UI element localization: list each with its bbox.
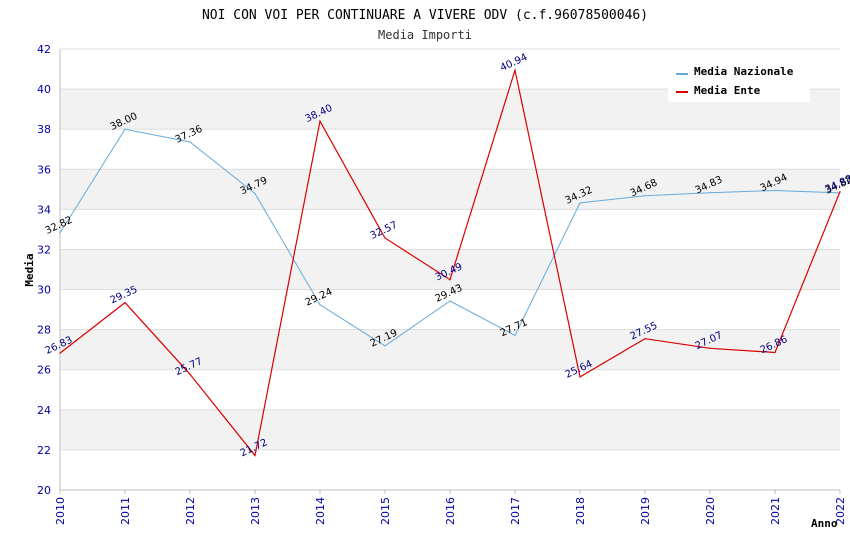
data-point-ente (514, 69, 516, 71)
x-tick-labels: 2010 2011 2012 2013 2014 2015 2016 2017 2018 2019… (54, 497, 847, 525)
y-tick-label: 34 (37, 203, 51, 216)
data-label-ente: 32.57 (369, 220, 400, 242)
data-point-nazionale (774, 189, 776, 192)
x-tick-label: 2010 (54, 497, 67, 525)
grid-band (60, 329, 840, 370)
data-point-ente (59, 352, 61, 354)
y-tick-label: 24 (37, 404, 51, 417)
y-tick-label: 36 (37, 163, 51, 176)
data-point-nazionale (449, 300, 451, 302)
x-tick-label: 2011 (119, 497, 132, 525)
data-point-nazionale (189, 141, 191, 143)
x-tick-label: 2021 (769, 497, 782, 525)
legend: Media Nazionale Media Ente (668, 60, 810, 102)
legend-box (668, 60, 810, 102)
y-tick-labels: 20 22 24 26 28 30 32 34 36 38 40 42 (37, 43, 51, 497)
x-tick-label: 2015 (379, 497, 392, 525)
legend-label-ente: Media Ente (694, 84, 761, 97)
grid-bands (60, 89, 840, 450)
data-point-ente (839, 191, 841, 193)
grid-lines (59, 48, 841, 494)
data-point-nazionale (709, 192, 711, 194)
legend-label-nazionale: Media Nazionale (694, 65, 794, 78)
data-label-nazionale: 32.82 (44, 215, 75, 237)
y-tick-label: 22 (37, 444, 51, 457)
x-tick-label: 2012 (184, 497, 197, 525)
grid-band (60, 249, 840, 290)
y-tick-label: 30 (37, 284, 51, 297)
series-lines (59, 67, 841, 457)
x-tick-label: 2018 (574, 497, 587, 525)
data-point-nazionale (59, 232, 61, 234)
data-point-nazionale (644, 195, 646, 197)
data-point-nazionale (579, 202, 581, 204)
x-tick-label: 2014 (314, 497, 327, 525)
x-axis-title: Anno (811, 517, 838, 530)
data-point-nazionale (124, 128, 126, 130)
data-point-nazionale (384, 345, 386, 347)
grid-band (60, 169, 840, 210)
data-point-ente (709, 347, 711, 349)
data-point-ente (319, 120, 321, 122)
data-point-ente (189, 373, 191, 375)
data-point-nazionale (514, 334, 516, 337)
data-point-ente (644, 338, 646, 340)
data-point-ente (124, 301, 126, 304)
y-tick-label: 26 (37, 364, 51, 377)
data-label-ente: 40.94 (499, 52, 530, 74)
y-tick-label: 20 (37, 484, 51, 497)
x-tick-label: 2017 (509, 497, 522, 525)
x-tick-label: 2022 (834, 497, 847, 525)
y-axis-title: Media (23, 253, 36, 286)
y-tick-label: 32 (37, 243, 51, 256)
y-tick-label: 28 (37, 324, 51, 337)
x-tick-label: 2016 (444, 497, 457, 525)
y-tick-label: 40 (37, 83, 51, 96)
data-point-ente (384, 237, 386, 239)
x-tick-label: 2020 (704, 497, 717, 525)
x-tick-label: 2013 (249, 497, 262, 525)
data-point-nazionale (254, 192, 256, 195)
y-tick-label: 38 (37, 123, 51, 136)
x-tick-label: 2019 (639, 497, 652, 525)
y-tick-label: 42 (37, 43, 51, 56)
series-line-nazionale (59, 128, 841, 347)
grid-band (60, 409, 840, 450)
chart-subtitle: Media Importi (378, 28, 472, 42)
data-point-nazionale (319, 304, 321, 306)
data-point-ente (579, 376, 581, 378)
data-point-ente (774, 351, 776, 354)
data-point-ente (254, 454, 256, 457)
data-point-ente (449, 279, 451, 281)
chart-title: NOI CON VOI PER CONTINUARE A VIVERE ODV … (202, 8, 648, 23)
